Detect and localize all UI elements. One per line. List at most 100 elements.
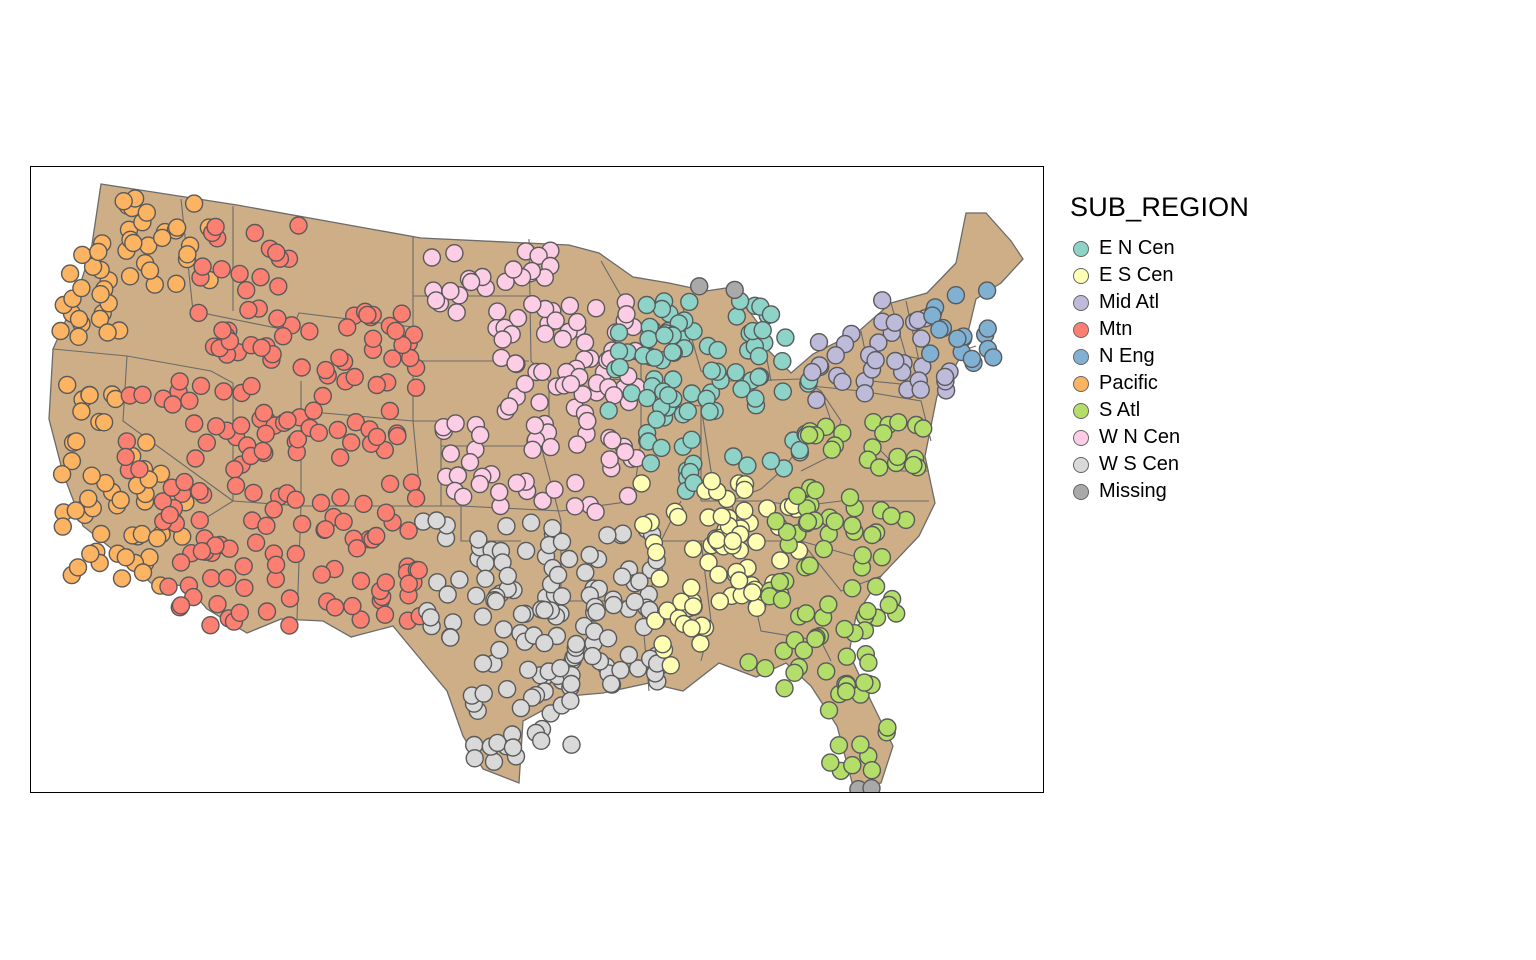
city-point xyxy=(94,413,114,432)
city-point xyxy=(732,379,751,399)
city-point xyxy=(726,363,745,382)
city-point xyxy=(91,524,111,544)
city-point xyxy=(646,611,665,630)
city-point xyxy=(984,348,1003,367)
city-point xyxy=(257,516,276,535)
city-point xyxy=(535,600,554,620)
city-point xyxy=(580,545,599,565)
city-point xyxy=(170,372,189,391)
city-point xyxy=(117,432,137,451)
city-point xyxy=(859,653,878,672)
city-point xyxy=(738,456,757,475)
city-point xyxy=(328,420,347,440)
legend-item: Mid Atl xyxy=(1068,289,1249,316)
city-point xyxy=(771,551,790,570)
city-point xyxy=(82,466,101,485)
city-point xyxy=(376,503,396,522)
city-point xyxy=(470,474,489,494)
city-point xyxy=(469,530,488,549)
city-point xyxy=(770,572,789,592)
city-point xyxy=(559,549,579,569)
city-point xyxy=(292,514,312,534)
city-point xyxy=(304,401,323,420)
city-point xyxy=(707,530,727,550)
city-point xyxy=(835,619,854,639)
city-point xyxy=(515,374,535,394)
city-point xyxy=(618,486,638,506)
city-point xyxy=(889,413,908,432)
city-point xyxy=(311,493,331,513)
city-point xyxy=(280,616,299,635)
city-point xyxy=(545,480,564,499)
city-point xyxy=(137,433,156,452)
city-point xyxy=(668,507,688,527)
city-point xyxy=(882,506,901,526)
city-point xyxy=(516,541,536,561)
city-point xyxy=(874,424,893,443)
city-point xyxy=(257,602,277,621)
city-point xyxy=(351,571,371,591)
legend-item: E N Cen xyxy=(1068,235,1249,262)
legend-swatch xyxy=(1073,402,1089,419)
city-point xyxy=(358,305,377,325)
city-point xyxy=(184,194,204,213)
city-point xyxy=(460,453,480,472)
city-point xyxy=(798,512,818,532)
city-point xyxy=(552,587,572,606)
legend-item: W S Cen xyxy=(1068,451,1249,478)
city-point xyxy=(399,574,418,593)
city-point xyxy=(630,572,649,591)
city-point xyxy=(807,390,826,410)
city-point xyxy=(803,362,822,382)
city-point xyxy=(829,736,849,755)
city-point xyxy=(380,474,400,494)
city-point xyxy=(647,410,666,429)
city-point xyxy=(678,402,697,421)
city-point xyxy=(565,497,585,516)
city-point xyxy=(747,532,766,552)
city-point xyxy=(506,354,525,373)
city-point xyxy=(586,502,605,522)
city-point xyxy=(354,494,373,514)
city-point xyxy=(66,432,86,451)
city-point xyxy=(628,659,648,678)
city-point xyxy=(512,604,532,624)
legend-label: S Atl xyxy=(1099,399,1141,421)
city-point xyxy=(68,558,88,577)
city-point xyxy=(218,568,237,588)
city-point xyxy=(914,419,933,438)
city-point xyxy=(647,543,666,562)
city-point xyxy=(267,243,286,262)
legend-label: N Eng xyxy=(1099,345,1155,367)
city-point xyxy=(530,393,549,412)
city-point xyxy=(441,444,460,463)
city-point xyxy=(912,329,931,348)
legend-label: W S Cen xyxy=(1099,453,1180,475)
city-point xyxy=(132,524,152,544)
city-point xyxy=(682,578,701,597)
city-point xyxy=(639,330,658,349)
city-point xyxy=(819,701,839,720)
city-point xyxy=(497,680,517,699)
city-point xyxy=(376,573,395,592)
city-point xyxy=(761,305,781,324)
city-point xyxy=(522,688,542,707)
city-point xyxy=(727,307,746,326)
city-point xyxy=(598,526,617,545)
city-point xyxy=(723,531,742,551)
legend-label: E S Cen xyxy=(1099,264,1174,286)
city-point xyxy=(69,327,88,346)
city-point xyxy=(235,578,254,598)
city-point xyxy=(473,654,493,673)
city-point xyxy=(273,327,293,346)
legend-swatch xyxy=(1073,321,1089,338)
city-point xyxy=(91,285,110,304)
city-point xyxy=(254,403,274,423)
city-point xyxy=(552,532,572,551)
city-point xyxy=(160,505,180,525)
city-point xyxy=(978,319,997,338)
legend-item: N Eng xyxy=(1068,343,1249,370)
city-point xyxy=(406,489,426,508)
city-point xyxy=(709,565,728,584)
city-point xyxy=(684,597,703,616)
